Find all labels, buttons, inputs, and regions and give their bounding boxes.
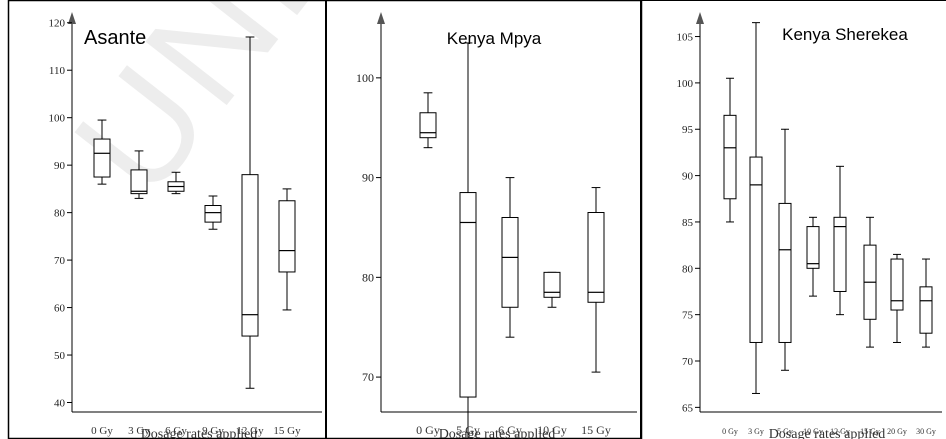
box-iqr xyxy=(890,258,904,311)
box-iqr xyxy=(806,226,820,269)
x-tick-label: 20 Gy xyxy=(887,427,907,436)
y-tick-label: 120 xyxy=(49,18,66,30)
x-axis-label: Dosage rates applied xyxy=(769,427,886,439)
y-tick-label: 100 xyxy=(49,113,66,125)
y-tick-label: 85 xyxy=(682,217,694,229)
y-axis-arrow-icon xyxy=(696,12,704,24)
x-tick-label: 15 Gy xyxy=(860,427,880,436)
y-tick-label: 90 xyxy=(54,160,66,172)
y-tick-label: 105 xyxy=(677,32,694,44)
y-tick-label: 110 xyxy=(49,65,66,77)
y-tick-label: 75 xyxy=(682,310,694,322)
x-tick-label: 30 Gy xyxy=(916,427,936,436)
box-iqr xyxy=(778,202,792,343)
x-tick-label: 9 Gy xyxy=(202,425,224,437)
y-tick-label: 65 xyxy=(682,402,694,414)
y-tick-label: 90 xyxy=(362,171,374,185)
x-tick-label: 15 Gy xyxy=(581,423,611,437)
box-iqr xyxy=(587,212,605,303)
x-tick-label: 0 Gy xyxy=(722,427,738,436)
box-iqr xyxy=(93,138,111,178)
y-tick-label: 80 xyxy=(682,263,694,275)
x-tick-label: 3 Gy xyxy=(128,425,150,437)
x-tick-label: 12 Gy xyxy=(830,427,850,436)
box-iqr xyxy=(130,169,148,195)
x-tick-label: 12 Gy xyxy=(236,425,264,437)
box-iqr xyxy=(749,156,763,343)
box-iqr xyxy=(459,192,477,398)
box-iqr xyxy=(543,271,561,298)
box-iqr xyxy=(419,112,437,139)
box-iqr xyxy=(919,286,933,334)
y-tick-label: 50 xyxy=(54,350,66,362)
y-tick-label: 95 xyxy=(682,124,694,136)
x-tick-label: 3 Gy xyxy=(748,427,764,436)
x-tick-label: 0 Gy xyxy=(416,423,440,437)
x-axis-label: Dosage rates applied xyxy=(439,427,556,439)
y-tick-label: 100 xyxy=(677,78,694,90)
y-tick-label: 70 xyxy=(682,356,694,368)
y-tick-label: 100 xyxy=(356,71,374,85)
x-tick-label: 0 Gy xyxy=(91,425,113,437)
x-tick-label: 6 Gy xyxy=(498,423,522,437)
box-iqr xyxy=(833,216,847,292)
y-tick-label: 90 xyxy=(682,171,694,183)
x-tick-label: 5 Gy xyxy=(777,427,793,436)
y-tick-label: 70 xyxy=(54,255,66,267)
x-tick-label: 6 Gy xyxy=(165,425,187,437)
box-iqr xyxy=(204,205,222,223)
chart-title: Asante xyxy=(84,27,146,49)
y-tick-label: 70 xyxy=(362,370,374,384)
y-tick-label: 80 xyxy=(54,208,66,220)
x-tick-label: 10 Gy xyxy=(537,423,567,437)
box-iqr xyxy=(501,216,519,308)
box-iqr xyxy=(723,114,737,200)
x-tick-label: 5 Gy xyxy=(456,423,480,437)
chart-title: Kenya Sherekea xyxy=(782,25,908,44)
box-iqr xyxy=(241,174,259,337)
chart-title: Kenya Mpya xyxy=(447,29,542,48)
y-tick-label: 40 xyxy=(54,398,66,410)
box-iqr xyxy=(278,200,296,273)
x-axis-label: Dosage rates applied xyxy=(141,427,258,439)
y-tick-label: 80 xyxy=(362,270,374,284)
y-axis-arrow-icon xyxy=(377,12,385,24)
y-axis-arrow-icon xyxy=(68,12,76,24)
x-tick-label: 15 Gy xyxy=(273,425,301,437)
x-tick-label: 10 Gy xyxy=(803,427,823,436)
y-tick-label: 60 xyxy=(54,303,66,315)
